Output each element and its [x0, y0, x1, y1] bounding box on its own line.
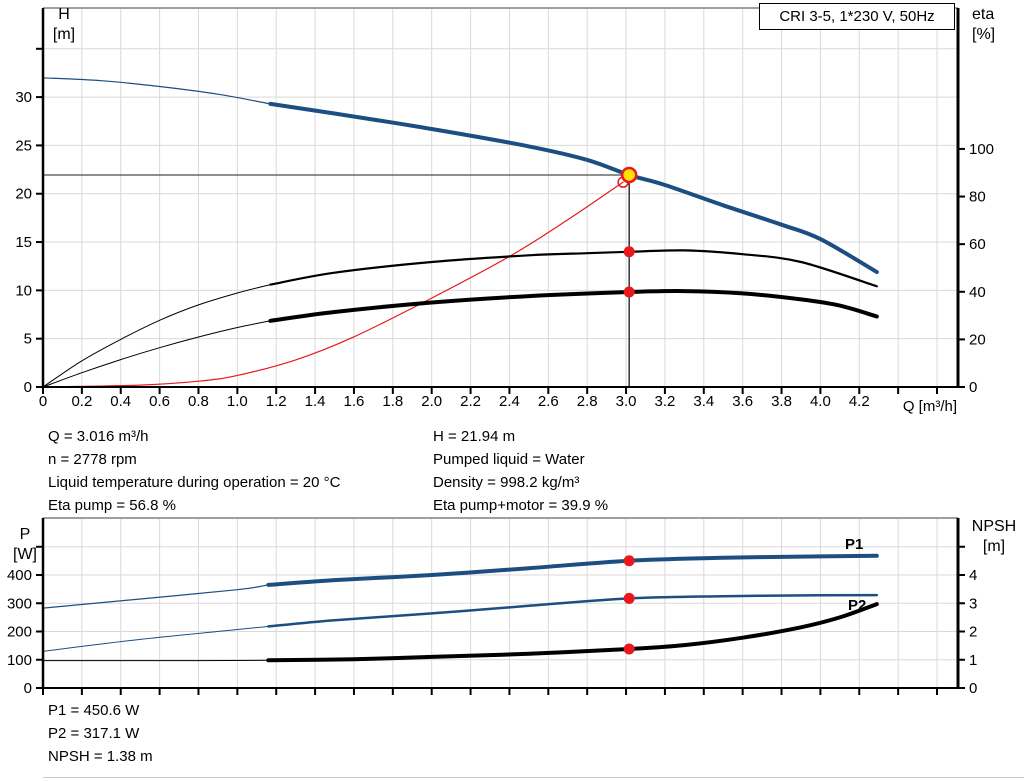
npsh-axis-label-unit: [m]: [982, 538, 1006, 555]
h-axis-label-unit: [m]: [52, 26, 76, 43]
right-tick-label: 100: [969, 141, 994, 158]
x-tick-label: 2.0: [421, 393, 442, 410]
duty-annotations-right: H = 21.94 m Pumped liquid = Water Densit…: [433, 425, 608, 517]
left-tick-label: 25: [15, 137, 32, 154]
operating-point-dot: [623, 592, 635, 604]
h-axis-label: H [m]: [40, 5, 88, 45]
annotation-liquid: Pumped liquid = Water: [433, 451, 585, 468]
p1-curve-label: P1: [845, 536, 864, 553]
x-tick-label: 3.4: [693, 393, 714, 410]
x-tick-label: 4.0: [810, 393, 831, 410]
annotation-temperature: Liquid temperature during operation = 20…: [48, 474, 341, 491]
qh-curve-thin: [42, 77, 271, 105]
annotation-p2: P2 = 317.1 W: [48, 725, 140, 742]
annotation-density: Density = 998.2 kg/m³: [433, 474, 580, 491]
p-axis-label-unit: [W]: [13, 546, 37, 563]
operating-point-dot: [623, 643, 635, 655]
x-tick-label: 3.2: [654, 393, 675, 410]
eta-pump-curve: [269, 249, 878, 288]
left-tick-label: 10: [15, 282, 32, 299]
h-axis-label-symbol: H: [58, 6, 70, 23]
operating-point-dot: [623, 246, 635, 258]
right-tick-label: 0: [969, 680, 977, 697]
eta-axis-label: eta [%]: [972, 5, 1016, 45]
left-tick-label: 30: [15, 89, 32, 106]
left-tick-label: 300: [7, 595, 32, 612]
right-tick-label: 20: [969, 331, 986, 348]
right-tick-label: 40: [969, 284, 986, 301]
right-tick-label: 3: [969, 595, 977, 612]
x-tick-label: 1.2: [266, 393, 287, 410]
x-tick-label: 0.4: [110, 393, 131, 410]
left-tick-label: 5: [24, 331, 32, 348]
left-tick-label: 20: [15, 186, 32, 203]
annotation-eta-pump: Eta pump = 56.8 %: [48, 497, 176, 514]
operating-point-dot: [623, 555, 635, 567]
x-tick-label: 2.4: [499, 393, 520, 410]
p1-curve: [266, 553, 879, 587]
annotation-p1: P1 = 450.6 W: [48, 702, 140, 719]
x-tick-label: 2.2: [460, 393, 481, 410]
x-tick-label: 1.8: [382, 393, 403, 410]
x-tick-label: 2.6: [538, 393, 559, 410]
x-tick-label: 3.6: [732, 393, 753, 410]
annotation-q: Q = 3.016 m³/h: [48, 428, 149, 445]
p2-curve-thin: [42, 625, 269, 652]
right-tick-label: 1: [969, 652, 977, 669]
right-tick-label: 60: [969, 236, 986, 253]
eta-pump-motor-curve-thin: [42, 320, 271, 388]
duty-point-marker: [620, 166, 638, 184]
pump-type-title-box: CRI 3-5, 1*230 V, 50Hz: [759, 3, 955, 30]
right-tick-label: 0: [969, 379, 977, 396]
npsh-curve: [266, 602, 879, 663]
p2-curve: [267, 593, 879, 628]
operating-point-dot: [623, 286, 635, 298]
eta-pump-curve-thin: [42, 284, 271, 388]
annotation-h: H = 21.94 m: [433, 428, 516, 445]
npsh-axis-label: NPSH [m]: [964, 517, 1024, 557]
duty-annotations-left: Q = 3.016 m³/h n = 2778 rpm Liquid tempe…: [48, 425, 340, 517]
x-tick-label: 3.0: [616, 393, 637, 410]
x-tick-label: 0: [39, 393, 47, 410]
x-tick-label: 2.8: [577, 393, 598, 410]
left-tick-label: 400: [7, 567, 32, 584]
x-tick-label: 4.2: [849, 393, 870, 410]
annotation-npsh: NPSH = 1.38 m: [48, 748, 153, 765]
x-tick-label: 1.6: [344, 393, 365, 410]
q-axis-label: Q [m³/h]: [902, 398, 957, 415]
annotation-eta-pump-motor: Eta pump+motor = 39.9 %: [433, 497, 609, 514]
qh-curve: [268, 101, 879, 274]
p2-curve-label: P2: [848, 597, 867, 614]
left-tick-label: 100: [7, 652, 32, 669]
annotation-n: n = 2778 rpm: [48, 451, 137, 468]
left-tick-label: 0: [24, 680, 32, 697]
x-tick-label: 1.0: [227, 393, 248, 410]
right-tick-label: 2: [969, 624, 977, 641]
power-annotations: P1 = 450.6 W P2 = 317.1 W NPSH = 1.38 m: [48, 699, 153, 768]
p-axis-label-symbol: P: [19, 526, 31, 543]
x-tick-label: 0.6: [149, 393, 170, 410]
left-tick-label: 200: [7, 624, 32, 641]
x-tick-label: 3.8: [771, 393, 792, 410]
eta-pump-motor-curve: [268, 289, 879, 323]
eta-axis-label-symbol: eta: [972, 6, 995, 23]
left-tick-label: 0: [24, 379, 32, 396]
pump-type-title: CRI 3-5, 1*230 V, 50Hz: [779, 8, 935, 25]
system-curve: [42, 181, 624, 388]
right-tick-label: 4: [969, 567, 977, 584]
x-tick-label: 0.2: [71, 393, 92, 410]
x-tick-label: 1.4: [305, 393, 326, 410]
eta-axis-label-unit: [%]: [972, 26, 996, 43]
left-tick-label: 15: [15, 234, 32, 251]
right-tick-label: 80: [969, 189, 986, 206]
p1-curve-thin: [42, 584, 269, 609]
p-axis-label: P [W]: [4, 525, 46, 565]
x-tick-label: 0.8: [188, 393, 209, 410]
npsh-axis-label-symbol: NPSH: [971, 518, 1017, 535]
